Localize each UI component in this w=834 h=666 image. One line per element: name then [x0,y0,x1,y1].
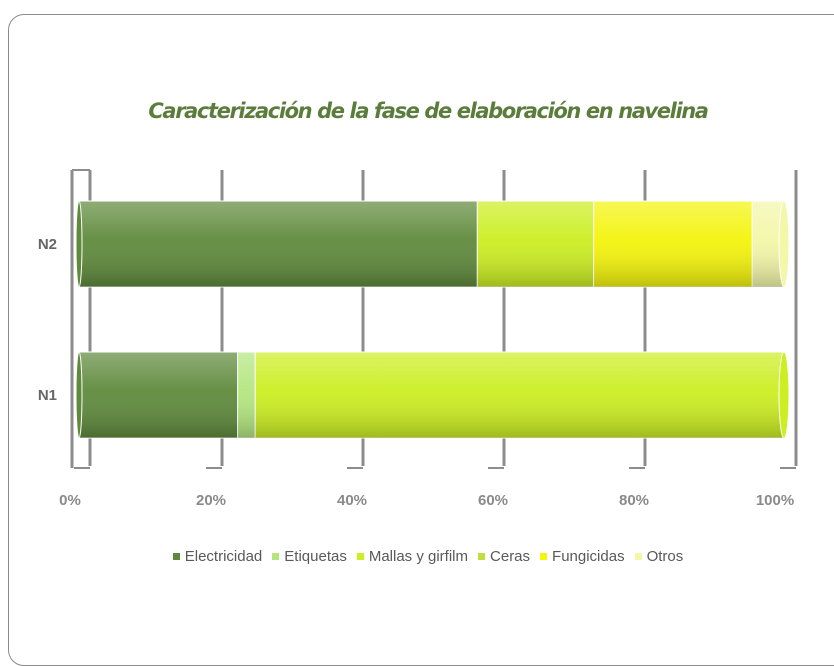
legend-label: Ceras [490,548,531,565]
legend-label: Etiquetas [284,548,347,565]
chart-legend: Electricidad Etiquetas Mallas y girfilm Cer… [0,548,834,565]
legend-swatch [172,553,180,560]
bar-segment-shade [593,201,753,287]
bar-cap-left [75,200,83,288]
category-label: N2 [38,236,57,253]
bar-segment-shade [79,352,238,438]
x-tick-label: 40% [337,492,367,509]
chart-title: Caracterización de la fase de elaboració… [148,99,709,123]
bar-cap-right [778,351,790,439]
bar-segment-shade [255,352,784,438]
chart-plot: 0% 20% 40% 60% 80% 100% N2 N1 [38,169,798,509]
bar-segment-shade [79,201,478,287]
x-tick-label: 0% [59,492,81,509]
legend-label: Fungicidas [552,548,625,565]
chart-frame [8,14,834,666]
legend-label: Mallas y girfilm [368,548,469,565]
x-tick-label: 60% [478,492,508,509]
legend-label: Electricidad [184,548,263,565]
legend-swatch [356,553,364,560]
legend-swatch [272,553,280,560]
bar-cap-right [778,200,790,288]
x-tick-label: 80% [619,492,649,509]
legend-swatch [540,553,548,560]
legend-swatch [478,553,486,560]
legend-item: Electricidad [172,548,263,565]
x-tick-label: 20% [196,492,226,509]
legend-item: Etiquetas [272,548,347,565]
bar-cap-left [75,351,83,439]
legend-item: Mallas y girfilm [356,548,469,565]
legend-item: Ceras [478,548,530,565]
category-label: N1 [38,387,57,404]
legend-item: Fungicidas [540,548,625,565]
bar-segment-shade [477,201,594,287]
x-tick-label: 100% [756,492,794,509]
legend-label: Otros [646,548,684,565]
legend-item: Otros [634,548,684,565]
bar-segment-shade [237,352,256,438]
legend-swatch [634,553,642,560]
